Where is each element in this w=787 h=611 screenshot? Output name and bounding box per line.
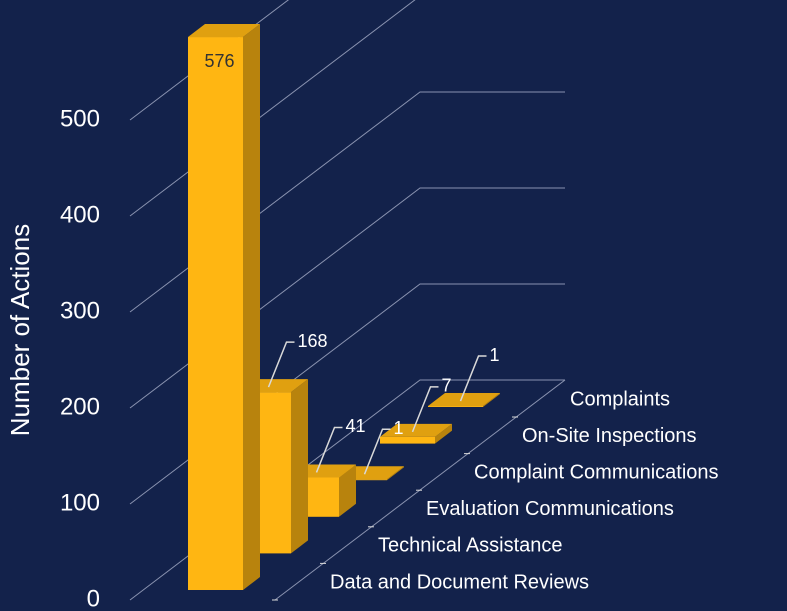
bar-side [435,423,452,444]
x-tick-label: Complaint Communications [474,461,719,483]
value-label: 1 [490,345,500,365]
value-label: 1 [394,418,404,438]
bar-side [339,464,356,517]
y-tick-label: 300 [60,297,100,324]
value-label: 41 [346,416,366,436]
leader-line [411,386,439,433]
x-tick-label: Data and Document Reviews [330,571,589,593]
bar-side [243,24,260,591]
bar-side [387,466,404,481]
x-tick-label: Technical Assistance [378,535,563,557]
bar-side [291,379,308,554]
x-tick-label: Complaints [570,388,670,410]
bar-front [332,479,387,481]
bar-top [188,24,260,38]
x-tick-label: Evaluation Communications [426,498,674,520]
x-tick-label: On-Site Inspections [522,425,697,447]
bar-front [380,436,435,444]
y-tick-label: 100 [60,489,100,516]
y-tick-label: 400 [60,201,100,228]
value-label: 168 [298,331,328,351]
leader-line [315,426,343,473]
value-label: 576 [204,51,234,71]
bar-top [428,393,500,407]
y-tick-label: 200 [60,393,100,420]
bar-top [380,423,452,437]
bar-side [483,393,500,407]
bar-front [188,37,243,591]
leader-line [459,355,487,402]
value-label: 7 [442,376,452,396]
leader-line [363,428,391,475]
y-tick-label: 0 [87,585,100,611]
leader-line [267,341,295,388]
bar-front [428,406,483,407]
y-tick-label: 500 [60,105,100,132]
y-axis-title: Number of Actions [5,224,35,436]
